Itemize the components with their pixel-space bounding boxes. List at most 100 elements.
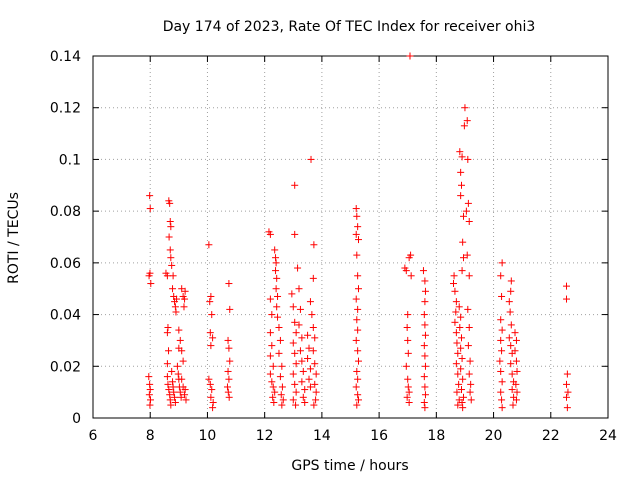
data-point bbox=[455, 303, 463, 311]
data-point bbox=[466, 357, 474, 365]
data-point bbox=[512, 336, 520, 344]
data-point bbox=[272, 267, 280, 275]
data-point bbox=[355, 285, 363, 293]
data-point bbox=[353, 401, 361, 409]
data-point bbox=[166, 217, 174, 225]
data-point bbox=[209, 334, 217, 342]
data-point bbox=[467, 396, 475, 404]
y-tick-label: 0.02 bbox=[50, 359, 81, 375]
data-point bbox=[354, 375, 362, 383]
data-point bbox=[404, 336, 412, 344]
data-point bbox=[352, 336, 360, 344]
y-tick-label: 0.04 bbox=[50, 308, 81, 324]
data-point bbox=[563, 393, 571, 401]
data-point bbox=[292, 401, 300, 409]
y-axis-label: ROTI / TECUs bbox=[6, 192, 22, 284]
data-point bbox=[308, 311, 316, 319]
data-point bbox=[407, 272, 415, 280]
data-point bbox=[354, 223, 362, 231]
data-point bbox=[513, 367, 521, 375]
data-point bbox=[289, 339, 297, 347]
data-point bbox=[305, 344, 313, 352]
data-point bbox=[291, 230, 299, 238]
data-point bbox=[165, 347, 173, 355]
data-point bbox=[278, 401, 286, 409]
data-point bbox=[306, 298, 314, 306]
data-point bbox=[181, 391, 189, 399]
data-point bbox=[465, 370, 473, 378]
data-point bbox=[354, 347, 362, 355]
data-point bbox=[420, 398, 428, 406]
data-point bbox=[224, 336, 232, 344]
data-point bbox=[467, 380, 475, 388]
data-point bbox=[402, 362, 410, 370]
data-point bbox=[456, 324, 464, 331]
data-point bbox=[225, 375, 233, 383]
data-point bbox=[296, 305, 304, 313]
data-point bbox=[454, 349, 462, 357]
data-point bbox=[181, 287, 189, 295]
data-point bbox=[497, 336, 505, 344]
data-point bbox=[278, 362, 286, 370]
data-point bbox=[301, 398, 309, 406]
data-point bbox=[274, 313, 282, 321]
data-point bbox=[266, 352, 274, 360]
data-point bbox=[175, 326, 183, 334]
data-point bbox=[498, 378, 506, 386]
data-point bbox=[291, 349, 299, 357]
data-point bbox=[563, 380, 571, 388]
data-point bbox=[405, 388, 413, 396]
data-point bbox=[309, 274, 317, 282]
data-point bbox=[451, 318, 459, 326]
data-point bbox=[459, 375, 467, 383]
data-point bbox=[404, 349, 412, 357]
y-tick-label: 0.1 bbox=[59, 152, 81, 168]
data-point bbox=[226, 305, 234, 313]
data-point bbox=[461, 104, 469, 112]
data-point bbox=[563, 370, 571, 378]
data-point bbox=[208, 386, 216, 394]
data-point bbox=[163, 373, 171, 381]
data-point bbox=[298, 357, 306, 365]
data-point bbox=[402, 267, 410, 275]
data-point bbox=[207, 342, 215, 350]
data-point bbox=[278, 383, 286, 391]
data-point bbox=[181, 295, 189, 303]
data-point bbox=[511, 329, 519, 337]
data-point bbox=[266, 329, 274, 337]
data-point bbox=[272, 285, 280, 293]
data-point bbox=[498, 404, 506, 412]
data-point bbox=[275, 349, 283, 357]
data-point bbox=[563, 404, 571, 412]
y-tick-label: 0.06 bbox=[50, 256, 81, 272]
data-point bbox=[507, 321, 515, 329]
data-point bbox=[457, 344, 465, 352]
data-point bbox=[507, 287, 515, 295]
plot-frame bbox=[92, 55, 609, 419]
data-point bbox=[353, 367, 361, 375]
data-point bbox=[421, 404, 429, 412]
data-point bbox=[171, 398, 179, 406]
data-point bbox=[355, 396, 363, 404]
data-point bbox=[146, 269, 154, 277]
data-point bbox=[353, 251, 361, 259]
data-point bbox=[464, 199, 472, 207]
data-point bbox=[270, 398, 278, 406]
data-point bbox=[420, 342, 428, 350]
data-point bbox=[277, 391, 285, 399]
data-point bbox=[507, 360, 515, 368]
data-point bbox=[513, 388, 521, 396]
data-point bbox=[420, 373, 428, 381]
data-point bbox=[269, 393, 277, 401]
data-point bbox=[457, 365, 465, 373]
y-tick-label: 0.14 bbox=[50, 49, 81, 65]
data-point bbox=[225, 393, 233, 401]
data-point bbox=[498, 326, 506, 334]
data-point bbox=[310, 401, 318, 409]
data-points bbox=[145, 52, 572, 412]
data-point bbox=[352, 383, 360, 391]
y-tick-label: 0.08 bbox=[50, 204, 81, 220]
data-point bbox=[205, 375, 213, 383]
data-point bbox=[497, 388, 505, 396]
y-tick-label: 0 bbox=[72, 411, 81, 427]
